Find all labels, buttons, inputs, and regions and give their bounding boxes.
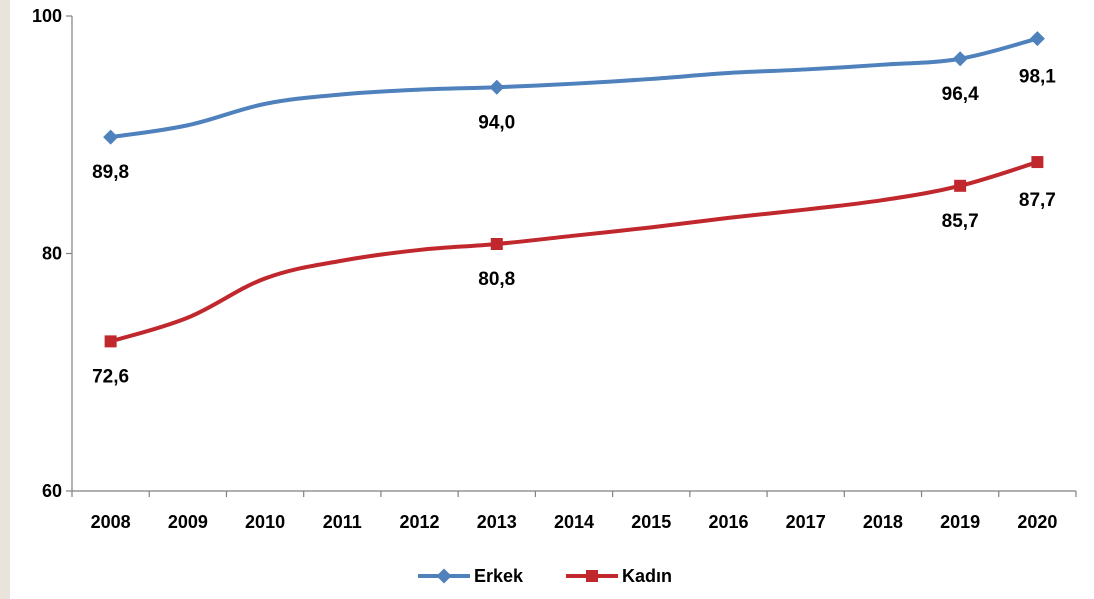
chart-series [103, 31, 1045, 348]
chart-legend: Erkek Kadın [418, 566, 672, 586]
series-0-data-label: 89,8 [92, 162, 129, 183]
x-tick-label: 2017 [786, 512, 826, 532]
y-tick-label: 60 [42, 481, 62, 501]
x-tick-label: 2020 [1017, 512, 1057, 532]
series-0-data-label: 98,1 [1019, 67, 1056, 88]
series-1-marker [1031, 156, 1044, 169]
left-border-strip [0, 0, 10, 599]
series-1-data-label: 85,7 [942, 211, 979, 232]
series-0-marker [952, 51, 968, 67]
series-0-marker [1029, 31, 1045, 47]
x-tick-label: 2008 [91, 512, 131, 532]
chart-axes: 60 80 100 2008 2009 2010 2011 2012 2013 2014 2015 2… [32, 6, 1077, 532]
series-1-marker [954, 179, 967, 192]
x-tick-label: 2016 [708, 512, 748, 532]
x-tick-label: 2014 [554, 512, 594, 532]
legend-swatch-marker-0 [436, 568, 452, 584]
series-line-1 [108, 160, 1040, 344]
series-1-data-label: 72,6 [92, 366, 129, 387]
y-tick-label: 100 [32, 6, 62, 26]
x-tick-label: 2011 [323, 512, 362, 532]
series-1-marker [490, 238, 503, 250]
legend-label-0: Erkek [474, 566, 524, 586]
series-line-0 [108, 36, 1040, 140]
series-0-data-label: 96,4 [942, 84, 979, 105]
x-tick-label: 2012 [400, 512, 440, 532]
series-1-data-label: 80,8 [478, 269, 515, 290]
x-tick-label: 2009 [168, 512, 208, 532]
series-1-data-label: 87,7 [1019, 190, 1056, 211]
x-tick-label: 2013 [477, 512, 517, 532]
x-tick-label: 2018 [863, 512, 903, 532]
legend-label-1: Kadın [622, 566, 672, 586]
series-0-marker [103, 129, 119, 145]
x-tick-label: 2010 [245, 512, 285, 532]
y-tick-label: 80 [42, 244, 62, 264]
series-0-marker [489, 79, 505, 95]
x-tick-label: 2015 [631, 512, 671, 532]
series-1-marker [104, 335, 117, 348]
legend-swatch-marker-1 [586, 570, 598, 582]
chart-data-labels: 89,8 94,0 96,4 98,1 72,6 80,8 85,7 87,7 [92, 67, 1056, 388]
x-tick-label: 2019 [940, 512, 980, 532]
series-0-data-label: 94,0 [478, 112, 515, 133]
